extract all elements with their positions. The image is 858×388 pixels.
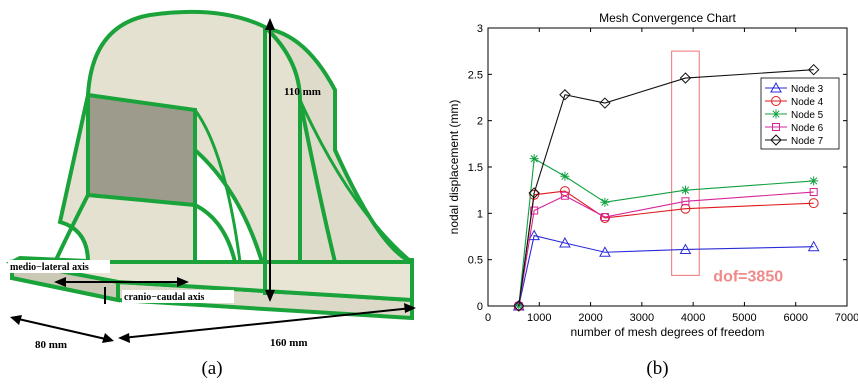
x-tick-label: 7000 xyxy=(835,312,858,324)
edge-curve xyxy=(193,109,242,263)
convergence-chart: Mesh Convergence Chart dof=3850 0 1000 200… xyxy=(447,11,858,379)
data-point xyxy=(513,300,525,312)
annotation-box xyxy=(671,50,700,277)
data-point xyxy=(559,236,571,248)
data-point xyxy=(599,246,611,257)
data-point xyxy=(681,197,690,206)
depth-arrow xyxy=(13,317,111,341)
model-illustration: 110 mm medio−lateral axis cranio−caudal … xyxy=(5,9,416,379)
data-point xyxy=(808,198,819,209)
edge-curve xyxy=(298,99,413,264)
legend-entry: Node 6 xyxy=(765,123,824,134)
arrow-head xyxy=(265,290,275,302)
series-line xyxy=(518,69,814,307)
depth-label: 80 mm xyxy=(35,339,67,351)
data-point xyxy=(680,203,691,214)
data-point xyxy=(600,197,610,207)
x-axis-label: number of mesh degrees of freedom xyxy=(570,325,764,339)
legend-entry: Node 3 xyxy=(765,81,824,95)
series-5 xyxy=(513,63,820,312)
edge-curve xyxy=(53,194,90,263)
cranio-caudal-label: cranio−caudal axis xyxy=(124,292,205,303)
data-point xyxy=(528,187,540,199)
data-point xyxy=(680,185,690,195)
edge-curve xyxy=(194,203,237,263)
label-backdrop xyxy=(8,260,110,273)
caption-b: (b) xyxy=(646,358,668,379)
caption-a: (a) xyxy=(201,358,222,379)
y-tick-label: 1 xyxy=(477,208,483,220)
data-point xyxy=(560,191,569,200)
x-tick-label: 0 xyxy=(485,312,491,324)
series-3 xyxy=(514,154,819,311)
y-axis-label: nodal displacement (mm) xyxy=(447,100,461,235)
legend-entry: Node 7 xyxy=(765,134,824,147)
data-point xyxy=(809,176,819,186)
model-figure: 110 mm medio−lateral axis cranio−caudal … xyxy=(5,9,416,379)
arrow-head xyxy=(10,315,22,325)
x-tick-label: 1000 xyxy=(527,312,551,324)
legend-label: Node 5 xyxy=(791,110,824,121)
width-label: 160 mm xyxy=(270,337,308,349)
height-label: 110 mm xyxy=(284,86,321,98)
recessed-panel xyxy=(86,92,197,208)
edge-curve xyxy=(298,99,337,263)
convergence-chart-panel: Mesh Convergence Chart dof=3850 0 1000 200… xyxy=(440,0,858,383)
data-point xyxy=(528,229,541,241)
legend-label: Node 4 xyxy=(791,97,824,108)
series-line xyxy=(518,191,814,307)
legend-entry: Node 4 xyxy=(765,96,824,108)
y-tick-label: 0 xyxy=(477,301,483,313)
chart-legend: Node 3 Node 4 Node 5 Node 6 Node 7 xyxy=(760,77,840,150)
legend-label: Node 7 xyxy=(791,136,824,147)
legend-marker xyxy=(772,123,780,131)
data-point xyxy=(560,171,570,181)
legend-entry: Node 5 xyxy=(765,109,824,121)
label-backdrop xyxy=(122,290,234,303)
x-tick-label: 3000 xyxy=(630,312,654,324)
data-point xyxy=(514,301,524,311)
data-point xyxy=(599,97,611,109)
data-point xyxy=(807,63,820,76)
y-tick-label: 0.5 xyxy=(468,255,483,267)
data-point xyxy=(679,72,692,84)
x-tick-label: 4000 xyxy=(681,312,705,324)
data-point xyxy=(600,213,609,222)
data-point xyxy=(679,243,692,254)
data-point xyxy=(529,189,540,200)
annotation-label: dof=3850 xyxy=(713,268,783,285)
series-line xyxy=(518,234,814,307)
annotation-layer: dof=3850 xyxy=(671,50,783,285)
arrow-head xyxy=(102,333,114,343)
legend-label: Node 6 xyxy=(791,123,824,134)
arrow-head xyxy=(265,18,275,30)
y-tick-label: 1.5 xyxy=(468,162,483,174)
data-point xyxy=(559,89,571,101)
arrow-head xyxy=(404,303,416,313)
width-arrow xyxy=(121,307,413,339)
legend-label: Node 3 xyxy=(791,84,824,95)
x-tick-label: 2000 xyxy=(578,312,602,324)
legend-marker xyxy=(770,81,782,93)
data-point xyxy=(530,206,539,215)
legend-marker xyxy=(770,134,782,146)
legend-marker xyxy=(771,109,781,119)
data-point xyxy=(807,240,820,252)
x-tick-label: 5000 xyxy=(732,312,756,324)
arrow-head xyxy=(118,333,130,343)
data-point xyxy=(529,154,539,164)
y-tick-label: 3 xyxy=(477,23,483,35)
arrow-head xyxy=(54,277,66,287)
y-tick-label: 2.5 xyxy=(468,69,483,81)
x-tick-label: 6000 xyxy=(783,312,807,324)
arrow-head xyxy=(177,277,189,287)
data-point xyxy=(809,188,818,197)
series-line xyxy=(518,157,814,307)
medio-lateral-label: medio−lateral axis xyxy=(10,262,89,273)
series-layer xyxy=(512,63,820,312)
ticks-layer: 0 1000 2000 3000 4000 5000 6000 7000 0 0.5 1 1.5 2 2.… xyxy=(468,23,858,324)
y-tick-label: 2 xyxy=(477,116,483,128)
legend-marker xyxy=(771,96,781,106)
chart-title: Mesh Convergence Chart xyxy=(599,11,736,25)
